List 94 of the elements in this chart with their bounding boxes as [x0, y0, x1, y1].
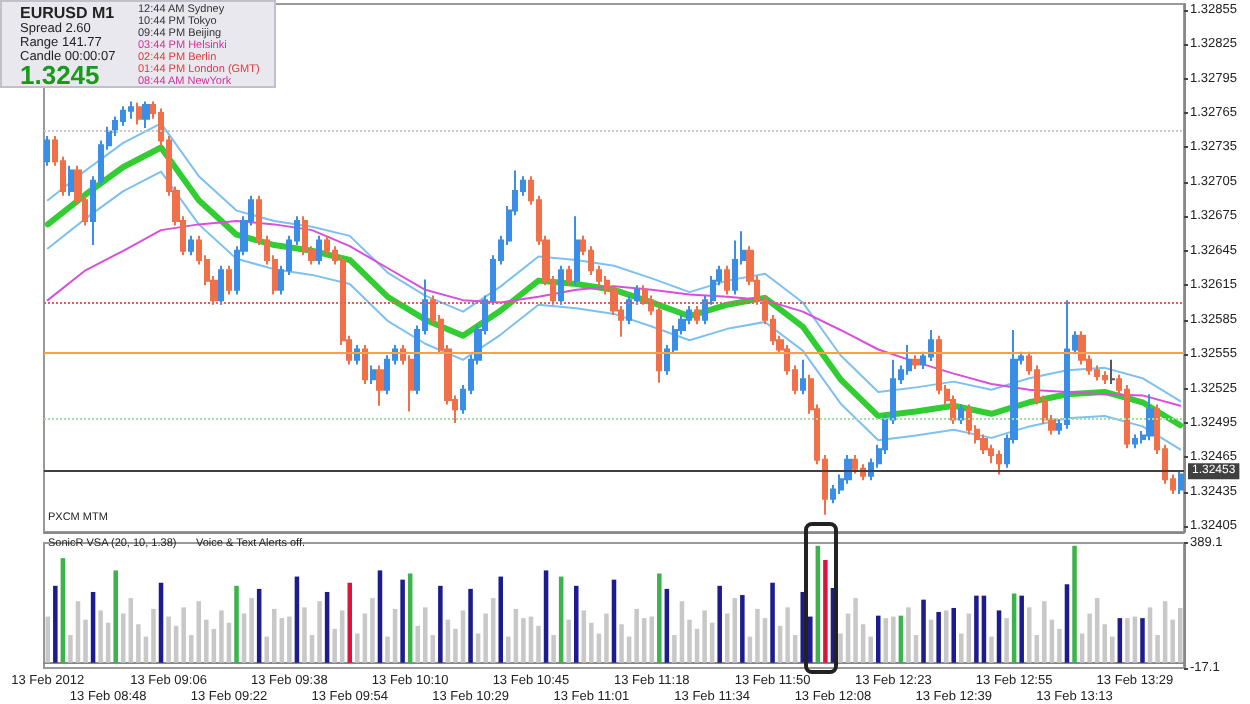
- bar: [989, 636, 994, 663]
- candlestick: [44, 135, 50, 167]
- candlestick: [1064, 299, 1070, 430]
- bar: [498, 576, 504, 663]
- candlestick: [302, 215, 308, 257]
- candlestick: [996, 449, 1002, 476]
- bar: [634, 608, 639, 663]
- bar: [536, 625, 541, 663]
- bar: [98, 610, 103, 663]
- bar: [151, 608, 156, 663]
- candlestick: [928, 328, 934, 362]
- candlestick: [1110, 358, 1116, 385]
- candlestick: [906, 343, 912, 376]
- bar: [936, 611, 941, 663]
- candlestick: [324, 234, 330, 257]
- bar: [604, 613, 609, 663]
- candlestick: [218, 264, 224, 306]
- bar: [1019, 595, 1024, 663]
- bar: [974, 595, 979, 663]
- line-series: [46, 170, 1182, 451]
- bar: [951, 607, 956, 663]
- bar: [317, 601, 322, 663]
- bar: [1042, 601, 1047, 663]
- candlestick: [68, 164, 74, 197]
- bar: [422, 607, 428, 663]
- chart-title: EURUSD M1: [20, 4, 115, 22]
- candlestick: [694, 304, 700, 326]
- bar: [219, 610, 224, 663]
- candlestick: [1132, 433, 1138, 450]
- candlestick: [830, 483, 836, 505]
- bar: [649, 616, 655, 663]
- bar: [468, 588, 473, 663]
- bar: [302, 607, 307, 663]
- candlestick: [656, 304, 662, 384]
- bar: [717, 585, 722, 663]
- bar: [657, 573, 662, 663]
- candlestick: [980, 433, 988, 455]
- candlestick: [136, 101, 142, 126]
- candlestick: [566, 264, 572, 287]
- bar: [921, 599, 926, 663]
- annotation: 1.3245: [20, 60, 100, 90]
- candlestick: [724, 264, 730, 296]
- bar: [287, 616, 292, 663]
- bar: [785, 607, 790, 663]
- bar: [181, 607, 186, 663]
- line-series: [46, 122, 1182, 403]
- bar: [551, 635, 556, 663]
- bar: [166, 616, 171, 663]
- bar: [1057, 628, 1062, 663]
- candlestick: [912, 354, 920, 371]
- candlestick: [574, 215, 580, 287]
- bar: [853, 598, 858, 663]
- bar: [370, 598, 375, 663]
- candlestick: [188, 234, 194, 257]
- candlestick: [1146, 393, 1154, 442]
- bar: [755, 608, 760, 663]
- bar: [400, 579, 405, 663]
- bar: [891, 616, 896, 663]
- line-series: [46, 219, 1182, 407]
- candlestick: [128, 100, 134, 120]
- bar: [53, 585, 58, 663]
- bar: [823, 559, 828, 663]
- bar: [566, 619, 571, 663]
- bar: [875, 615, 881, 663]
- candlestick: [142, 100, 150, 129]
- candlestick: [226, 264, 232, 296]
- candlestick: [558, 264, 564, 306]
- bar: [619, 624, 624, 663]
- candlestick: [852, 454, 858, 475]
- bar: [272, 608, 277, 663]
- candlestick: [800, 358, 806, 396]
- bar: [438, 585, 443, 663]
- candlestick: [1102, 370, 1108, 385]
- bar: [113, 570, 118, 663]
- bar: [740, 595, 745, 663]
- candlestick: [376, 364, 384, 407]
- bar: [1140, 618, 1145, 663]
- bar: [249, 598, 254, 663]
- bar: [906, 607, 911, 663]
- bar: [347, 582, 353, 663]
- candlestick: [958, 403, 964, 426]
- candlestick: [370, 364, 376, 385]
- bar: [1004, 618, 1009, 663]
- candlestick: [362, 343, 368, 385]
- bar: [702, 610, 707, 663]
- bar: [573, 585, 579, 663]
- candlestick: [966, 403, 972, 436]
- bar: [808, 616, 813, 663]
- candlestick: [316, 234, 322, 266]
- bar: [1072, 545, 1077, 663]
- candlestick: [732, 239, 738, 296]
- bar: [234, 585, 239, 663]
- bar: [770, 582, 775, 663]
- bar: [1125, 618, 1130, 663]
